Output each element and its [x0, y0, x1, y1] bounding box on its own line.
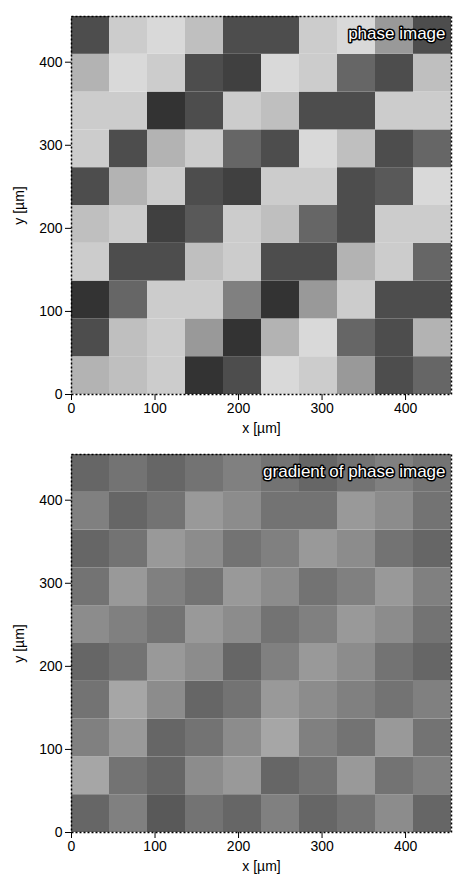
svg-text:0: 0 — [55, 386, 63, 402]
svg-text:0: 0 — [55, 824, 63, 840]
svg-text:0: 0 — [68, 400, 76, 416]
svg-text:200: 200 — [227, 838, 251, 854]
svg-text:100: 100 — [39, 303, 63, 319]
svg-text:phase image: phase image — [348, 24, 445, 43]
svg-text:x [µm]: x [µm] — [242, 420, 280, 436]
svg-text:200: 200 — [39, 658, 63, 674]
svg-text:400: 400 — [39, 492, 63, 508]
svg-text:300: 300 — [39, 137, 63, 153]
svg-text:200: 200 — [39, 220, 63, 236]
svg-text:x [µm]: x [µm] — [242, 858, 280, 874]
svg-text:300: 300 — [39, 575, 63, 591]
svg-text:400: 400 — [394, 400, 418, 416]
svg-text:y [µm]: y [µm] — [11, 624, 27, 662]
svg-text:300: 300 — [310, 400, 334, 416]
svg-text:gradient of phase image: gradient of phase image — [263, 462, 445, 481]
svg-text:300: 300 — [310, 838, 334, 854]
svg-text:y [µm]: y [µm] — [11, 186, 27, 224]
svg-text:400: 400 — [394, 838, 418, 854]
svg-text:200: 200 — [227, 400, 251, 416]
svg-text:100: 100 — [39, 741, 63, 757]
svg-text:0: 0 — [68, 838, 76, 854]
svg-text:100: 100 — [143, 400, 167, 416]
svg-text:100: 100 — [143, 838, 167, 854]
svg-text:400: 400 — [39, 54, 63, 70]
